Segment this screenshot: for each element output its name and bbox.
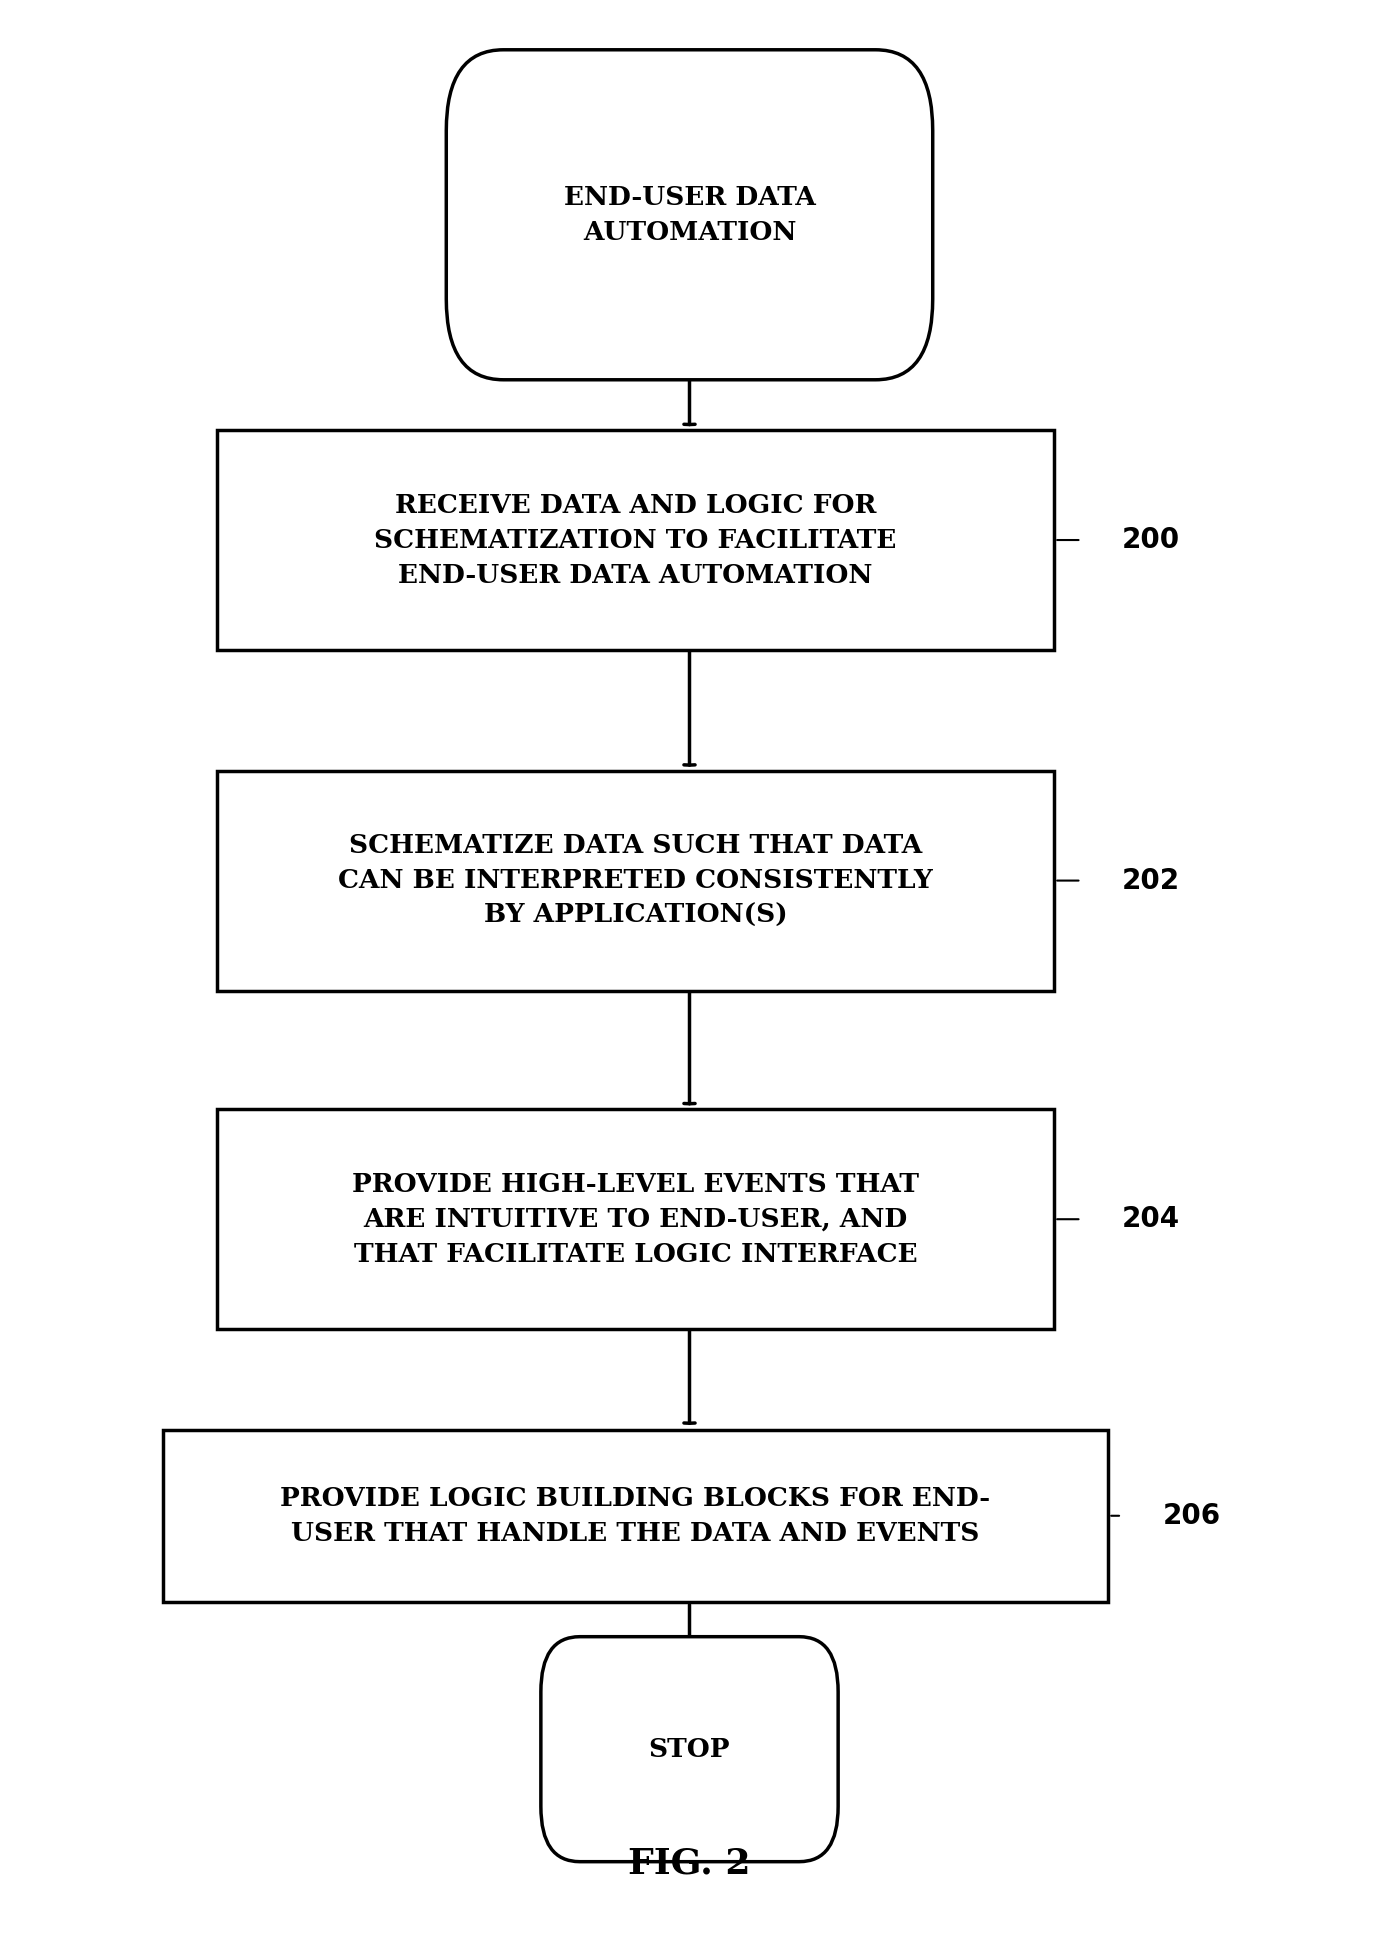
FancyBboxPatch shape [217, 771, 1055, 990]
Text: 202: 202 [1123, 866, 1180, 895]
Text: END-USER DATA
AUTOMATION: END-USER DATA AUTOMATION [564, 184, 815, 245]
FancyBboxPatch shape [447, 50, 932, 380]
Text: 206: 206 [1162, 1502, 1220, 1530]
FancyBboxPatch shape [217, 1108, 1055, 1330]
Text: FIG. 2: FIG. 2 [629, 1848, 750, 1881]
Text: PROVIDE HIGH-LEVEL EVENTS THAT
ARE INTUITIVE TO END-USER, AND
THAT FACILITATE LO: PROVIDE HIGH-LEVEL EVENTS THAT ARE INTUI… [352, 1172, 918, 1267]
Text: RECEIVE DATA AND LOGIC FOR
SCHEMATIZATION TO FACILITATE
END-USER DATA AUTOMATION: RECEIVE DATA AND LOGIC FOR SCHEMATIZATIO… [374, 493, 896, 588]
FancyBboxPatch shape [163, 1431, 1109, 1601]
Text: PROVIDE LOGIC BUILDING BLOCKS FOR END-
USER THAT HANDLE THE DATA AND EVENTS: PROVIDE LOGIC BUILDING BLOCKS FOR END- U… [280, 1485, 990, 1545]
Text: 204: 204 [1123, 1205, 1180, 1233]
Text: STOP: STOP [648, 1737, 731, 1762]
Text: SCHEMATIZE DATA SUCH THAT DATA
CAN BE INTERPRETED CONSISTENTLY
BY APPLICATION(S): SCHEMATIZE DATA SUCH THAT DATA CAN BE IN… [338, 833, 932, 928]
FancyBboxPatch shape [541, 1636, 838, 1861]
Text: 200: 200 [1123, 526, 1180, 553]
FancyBboxPatch shape [217, 431, 1055, 650]
